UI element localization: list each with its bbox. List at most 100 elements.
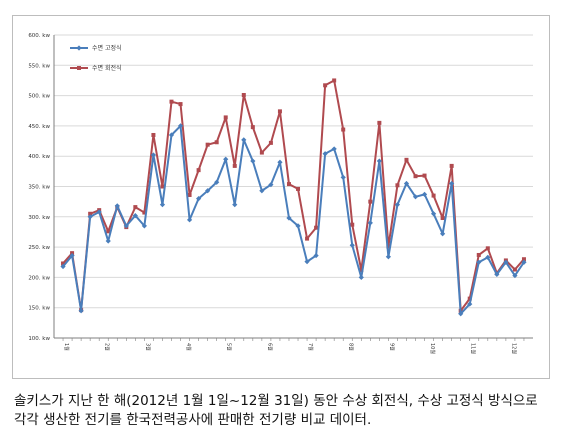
- data-point-rotating: [61, 261, 66, 266]
- x-tick-label: 7월: [307, 343, 314, 351]
- data-point-fixed: [349, 242, 355, 248]
- data-point-fixed: [132, 212, 138, 219]
- data-point-fixed: [232, 202, 238, 208]
- data-point-fixed: [295, 223, 301, 229]
- data-point-fixed: [430, 211, 437, 217]
- series-line-fixed: [62, 124, 525, 315]
- x-tick-label: 11월: [470, 343, 477, 354]
- legend-label-fixed: 수면 고정식: [92, 44, 122, 52]
- data-point-fixed: [512, 272, 518, 279]
- data-point-fixed: [358, 274, 364, 280]
- data-point-fixed: [214, 179, 220, 185]
- data-point-fixed: [186, 217, 193, 223]
- data-point-rotating: [160, 184, 165, 189]
- data-point-rotating: [169, 99, 174, 104]
- data-point-rotating: [521, 257, 526, 262]
- data-point-fixed: [331, 146, 337, 152]
- data-point-fixed: [340, 174, 346, 181]
- data-point-rotating: [133, 205, 138, 210]
- data-point-rotating: [151, 132, 156, 137]
- y-tick-label: 500. kw: [28, 94, 50, 100]
- data-point-fixed: [259, 188, 265, 194]
- axes: [53, 35, 533, 341]
- data-point-rotating: [512, 267, 517, 272]
- x-tick-label: 9월: [388, 343, 395, 351]
- data-point-fixed: [376, 158, 382, 164]
- data-point-rotating: [314, 225, 319, 230]
- data-point-rotating: [431, 193, 436, 198]
- data-point-fixed: [159, 202, 166, 208]
- data-point-rotating: [359, 268, 364, 273]
- data-point-fixed: [394, 202, 401, 208]
- data-point-rotating: [106, 229, 111, 234]
- y-tick-label: 200. kw: [28, 275, 50, 281]
- data-point-rotating: [404, 157, 409, 162]
- x-tick-label: 6월: [266, 343, 273, 351]
- data-point-fixed: [403, 180, 410, 187]
- data-point-rotating: [449, 163, 454, 168]
- data-point-fixed: [421, 191, 428, 197]
- legend-label-rotating: 수면 회전식: [92, 64, 122, 72]
- data-point-fixed: [412, 194, 419, 200]
- data-point-fixed: [268, 182, 274, 188]
- data-point-rotating: [178, 102, 183, 107]
- data-point-fixed: [304, 259, 310, 265]
- data-point-fixed: [205, 188, 211, 194]
- data-point-fixed: [286, 215, 292, 221]
- data-point-rotating: [440, 216, 445, 221]
- x-tick-label: 2월: [104, 343, 111, 351]
- data-point-rotating: [485, 246, 490, 251]
- y-tick-label: 150. kw: [28, 306, 50, 312]
- y-tick-label: 100. kw: [28, 336, 50, 342]
- data-point-rotating: [395, 183, 400, 188]
- y-tick-label: 450. kw: [28, 124, 50, 130]
- legend: 수면 고정식 수면 회전식: [70, 44, 122, 72]
- data-point-rotating: [187, 192, 192, 197]
- data-point-fixed: [440, 231, 446, 237]
- data-point-fixed: [78, 308, 84, 314]
- data-point-rotating: [305, 236, 310, 241]
- data-point-rotating: [467, 296, 472, 301]
- y-tick-label: 300. kw: [28, 215, 50, 221]
- data-point-rotating: [196, 168, 201, 173]
- data-point-rotating: [88, 211, 93, 216]
- data-point-fixed: [241, 137, 247, 143]
- data-point-rotating: [268, 140, 273, 145]
- data-point-fixed: [105, 238, 111, 244]
- x-tick-label: 3월: [144, 343, 151, 351]
- x-tick-label: 8월: [348, 343, 355, 351]
- y-tick-label: 250. kw: [28, 245, 50, 251]
- data-point-fixed: [250, 158, 256, 164]
- data-point-rotating: [323, 83, 328, 88]
- data-point-fixed: [449, 180, 455, 187]
- y-tick-label: 600. kw: [28, 33, 50, 39]
- x-tick-labels: 1월 2월 3월 4월 5월 6월 7월 8월 9월 10월 11월 12월: [63, 343, 517, 354]
- y-tick-label: 550. kw: [28, 63, 50, 69]
- y-tick-label: 350. kw: [28, 185, 50, 191]
- data-point-fixed: [96, 209, 102, 215]
- caption-line-2: 각각 생산한 전기를 한국전력공사에 판매한 전기량 비교 데이터.: [14, 412, 372, 428]
- data-point-rotating: [377, 120, 382, 125]
- x-tick-label: 12월: [510, 343, 517, 354]
- data-point-rotating: [223, 115, 228, 120]
- x-tick-label: 10월: [429, 343, 436, 354]
- caption-line-1: 솔키스가 지난 한 해(2012년 1월 1일~12월 31일) 동안 수상 회…: [14, 393, 538, 409]
- data-point-rotating: [368, 199, 373, 204]
- data-point-fixed: [168, 132, 175, 138]
- data-point-fixed: [367, 220, 373, 226]
- data-point-rotating: [286, 182, 291, 187]
- y-tick-labels: 100. kw 150. kw 200. kw 250. kw 300. kw 350. …: [28, 33, 50, 342]
- data-point-rotating: [142, 210, 147, 215]
- y-tick-label: 400. kw: [28, 154, 50, 160]
- gridlines: [54, 34, 533, 309]
- data-point-rotating: [277, 109, 282, 114]
- x-tick-label: 4월: [185, 343, 192, 351]
- data-point-fixed: [87, 214, 93, 220]
- data-point-rotating: [241, 92, 246, 97]
- data-point-fixed: [223, 156, 229, 162]
- data-point-fixed: [114, 203, 120, 209]
- data-point-rotating: [259, 150, 264, 155]
- data-point-fixed: [177, 123, 184, 129]
- data-point-fixed: [141, 223, 147, 229]
- data-point-fixed: [476, 259, 482, 265]
